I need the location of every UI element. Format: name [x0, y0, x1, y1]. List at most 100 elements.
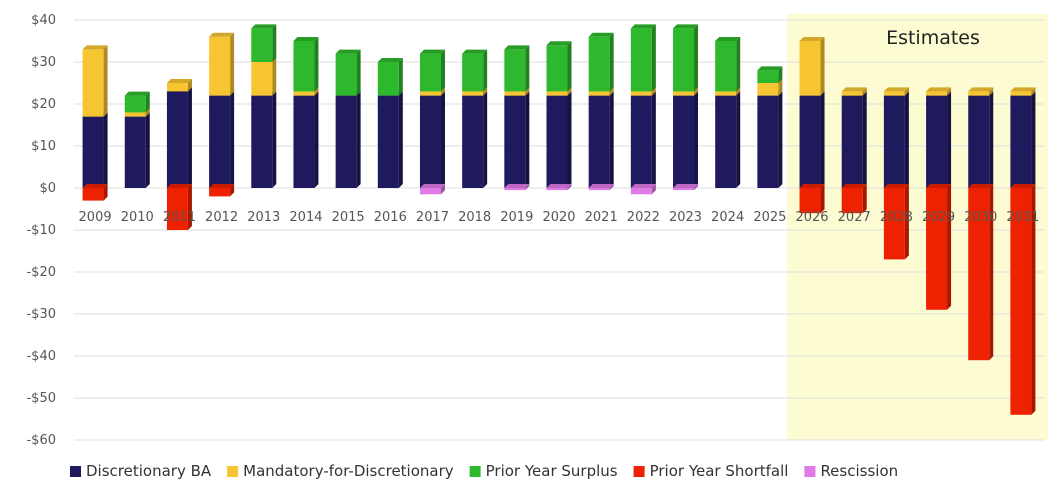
legend-label: Mandatory-for-Discretionary — [243, 462, 454, 480]
bar-segment-discretionary-ba — [124, 112, 150, 188]
bar-segment-discretionary-ba — [419, 91, 445, 188]
legend-item: Mandatory-for-Discretionary — [227, 462, 454, 480]
y-tick-label: $40 — [31, 13, 56, 28]
bar-segment-discretionary-ba — [588, 91, 614, 188]
bar-segment-prior-year-shortfall — [209, 184, 235, 197]
x-tick-label: 2012 — [205, 210, 238, 225]
y-tick-label: -$10 — [26, 223, 56, 238]
y-tick-label: $20 — [31, 97, 56, 112]
bar-segment-prior-year-surplus — [504, 45, 530, 92]
bar-segment-discretionary-ba — [799, 91, 825, 188]
x-tick-label: 2020 — [542, 210, 575, 225]
legend-label: Discretionary BA — [86, 462, 212, 480]
x-tick-label: 2028 — [880, 210, 913, 225]
bar-segment-prior-year-surplus — [630, 24, 656, 92]
bar-segment-discretionary-ba — [462, 91, 488, 188]
y-tick-label: $0 — [39, 181, 56, 196]
bar-segment-discretionary-ba — [673, 91, 699, 188]
x-tick-label: 2009 — [79, 210, 112, 225]
bar-segment-prior-year-surplus — [673, 24, 699, 92]
bar-segment-prior-year-shortfall — [883, 184, 909, 260]
legend-swatch — [70, 466, 81, 477]
bar-segment-prior-year-surplus — [377, 58, 403, 96]
y-tick-label: -$30 — [26, 307, 56, 322]
bar-segment-discretionary-ba — [757, 91, 783, 188]
bar-segment-discretionary-ba — [251, 91, 277, 188]
bar-segment-mandatory-for-discretionary — [251, 58, 277, 96]
bar-segment-rescission — [504, 184, 530, 191]
bar-segment-prior-year-shortfall — [799, 184, 825, 214]
bar-segment-rescission — [546, 184, 572, 191]
y-tick-label: -$40 — [26, 349, 56, 364]
y-axis-ticks: $40 $30 $20 $10 $0 -$10 -$20 -$30 -$40 -$50 -$60 — [26, 13, 56, 448]
bar-segment-discretionary-ba — [715, 91, 741, 188]
bar-segment-prior-year-surplus — [715, 37, 741, 92]
bar-segment-rescission — [673, 184, 699, 191]
bar-segment-mandatory-for-discretionary — [841, 87, 867, 96]
x-tick-label: 2010 — [121, 210, 154, 225]
x-tick-label: 2024 — [711, 210, 744, 225]
x-tick-label: 2027 — [838, 210, 871, 225]
bar-segment-discretionary-ba — [504, 91, 530, 188]
x-tick-label: 2014 — [289, 210, 322, 225]
x-tick-label: 2011 — [163, 210, 196, 225]
x-tick-label: 2018 — [458, 210, 491, 225]
bar-segment-rescission — [419, 184, 445, 195]
bar-segment-mandatory-for-discretionary — [968, 87, 994, 96]
x-tick-label: 2026 — [795, 210, 828, 225]
x-tick-label: 2022 — [627, 210, 660, 225]
bar-segment-prior-year-shortfall — [82, 184, 108, 201]
bar-segment-prior-year-shortfall — [1010, 184, 1036, 415]
bar-segment-rescission — [588, 184, 614, 191]
bars — [82, 24, 1036, 415]
bar-segment-mandatory-for-discretionary — [799, 37, 825, 96]
legend-swatch — [227, 466, 239, 477]
legend-swatch — [469, 466, 481, 477]
bar-segment-mandatory-for-discretionary — [82, 45, 108, 117]
bar-segment-discretionary-ba — [166, 87, 192, 188]
bar-segment-prior-year-surplus — [251, 24, 277, 62]
bar-segment-mandatory-for-discretionary — [1010, 87, 1036, 96]
legend-swatch — [804, 466, 816, 477]
bar-segment-prior-year-shortfall — [926, 184, 952, 310]
bar-segment-discretionary-ba — [926, 91, 952, 188]
bar-segment-prior-year-surplus — [124, 91, 150, 113]
x-tick-label: 2025 — [753, 210, 786, 225]
bar-segment-rescission — [630, 184, 656, 195]
legend-label: Prior Year Shortfall — [650, 462, 789, 480]
bar-segment-discretionary-ba — [546, 91, 572, 188]
legend: Discretionary BA Mandatory-for-Discretion… — [70, 462, 898, 480]
bar-segment-discretionary-ba — [883, 91, 909, 188]
x-tick-label: 2019 — [500, 210, 533, 225]
bar-segment-discretionary-ba — [968, 91, 994, 188]
legend-swatch — [633, 466, 645, 477]
bar-segment-discretionary-ba — [630, 91, 656, 188]
bar-segment-mandatory-for-discretionary — [883, 87, 909, 96]
bar-segment-prior-year-surplus — [588, 32, 614, 92]
y-tick-label: -$50 — [26, 391, 56, 406]
x-tick-label: 2029 — [922, 210, 955, 225]
x-axis-ticks: 2009 2010 2011 2012 2013 2014 2015 2016 2017 2018… — [79, 210, 1040, 225]
bar-segment-discretionary-ba — [377, 91, 403, 188]
bar-segment-discretionary-ba — [82, 112, 108, 188]
bar-segment-prior-year-surplus — [546, 41, 572, 92]
bar-segment-prior-year-surplus — [293, 37, 319, 92]
y-tick-label: -$60 — [26, 433, 56, 448]
legend-item: Discretionary BA — [70, 462, 212, 480]
x-tick-label: 2023 — [669, 210, 702, 225]
bar-segment-discretionary-ba — [293, 91, 319, 188]
x-tick-label: 2015 — [332, 210, 365, 225]
bar-segment-mandatory-for-discretionary — [209, 32, 235, 96]
y-tick-label: $10 — [31, 139, 56, 154]
bar-segment-prior-year-surplus — [757, 66, 783, 83]
bar-segment-prior-year-shortfall — [841, 184, 867, 214]
x-tick-label: 2021 — [585, 210, 618, 225]
bar-segment-discretionary-ba — [1010, 91, 1036, 188]
legend-label: Prior Year Surplus — [486, 462, 618, 480]
legend-item: Prior Year Shortfall — [633, 462, 789, 480]
bar-segment-mandatory-for-discretionary — [166, 79, 192, 92]
x-tick-label: 2030 — [964, 210, 997, 225]
estimates-highlight — [786, 14, 1048, 440]
x-tick-label: 2013 — [247, 210, 280, 225]
x-tick-label: 2031 — [1006, 210, 1039, 225]
